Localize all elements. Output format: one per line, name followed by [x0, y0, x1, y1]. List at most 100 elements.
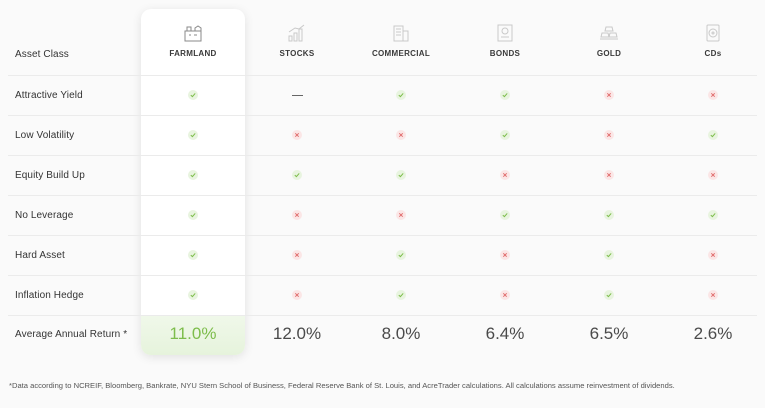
- x-icon: [292, 290, 302, 300]
- x-icon: [604, 130, 614, 140]
- return-stocks: 12.0%: [272, 324, 322, 343]
- feature-cell: [141, 130, 245, 140]
- average-annual-return-label: Average Annual Return *: [15, 329, 128, 340]
- feature-cell: [661, 290, 765, 300]
- check-icon: [604, 250, 614, 260]
- feature-label: No Leverage: [15, 210, 74, 221]
- x-icon: [292, 210, 302, 220]
- col-header-cds: CDs: [704, 49, 722, 58]
- neutral-dash-icon: [291, 94, 303, 96]
- x-icon: [396, 130, 406, 140]
- check-icon: [500, 90, 510, 100]
- check-icon: [396, 250, 406, 260]
- feature-cell: [349, 90, 453, 100]
- feature-cell: [661, 210, 765, 220]
- feature-cell: [661, 90, 765, 100]
- x-icon: [396, 210, 406, 220]
- feature-cell: [453, 170, 557, 180]
- feature-cell: [557, 170, 661, 180]
- feature-cell: [245, 210, 349, 220]
- feature-cell: [453, 290, 557, 300]
- farmland-highlight-card: [141, 9, 245, 355]
- check-icon: [500, 130, 510, 140]
- feature-cell: [141, 210, 245, 220]
- check-icon: [604, 210, 614, 220]
- feature-label: Low Volatility: [15, 130, 75, 141]
- feature-cell: [349, 210, 453, 220]
- check-icon: [604, 290, 614, 300]
- col-header-commercial: COMMERCIAL: [371, 49, 431, 58]
- feature-cell: [245, 250, 349, 260]
- check-icon: [396, 90, 406, 100]
- row-divider: [8, 235, 757, 236]
- row-divider: [8, 75, 757, 76]
- feature-label: Inflation Hedge: [15, 290, 84, 301]
- check-icon: [396, 170, 406, 180]
- farmland-icon: [141, 23, 245, 43]
- row-divider: [8, 275, 757, 276]
- feature-cell: [661, 170, 765, 180]
- return-cds: 2.6%: [693, 324, 733, 343]
- feature-cell: [141, 250, 245, 260]
- check-icon: [708, 130, 718, 140]
- col-header-bonds: BONDS: [489, 49, 521, 58]
- feature-cell: [141, 170, 245, 180]
- check-icon: [188, 130, 198, 140]
- x-icon: [500, 250, 510, 260]
- x-icon: [604, 170, 614, 180]
- x-icon: [708, 170, 718, 180]
- feature-cell: [557, 250, 661, 260]
- return-farmland: 11.0%: [169, 324, 217, 343]
- x-icon: [604, 90, 614, 100]
- feature-cell: [557, 290, 661, 300]
- row-divider: [8, 195, 757, 196]
- feature-cell: [661, 130, 765, 140]
- feature-cell: [557, 130, 661, 140]
- feature-cell: [245, 90, 349, 100]
- feature-cell: [453, 210, 557, 220]
- feature-cell: [557, 90, 661, 100]
- feature-cell: [349, 170, 453, 180]
- check-icon: [188, 250, 198, 260]
- check-icon: [188, 290, 198, 300]
- feature-cell: [245, 290, 349, 300]
- feature-label: Hard Asset: [15, 250, 65, 261]
- x-icon: [292, 130, 302, 140]
- row-divider: [8, 315, 757, 316]
- row-divider: [8, 115, 757, 116]
- feature-cell: [453, 90, 557, 100]
- check-icon: [188, 90, 198, 100]
- feature-cell: [141, 90, 245, 100]
- farmland-return-tint: [141, 315, 245, 355]
- feature-cell: [245, 130, 349, 140]
- cd-icon: [661, 23, 765, 43]
- col-header-stocks: STOCKS: [279, 49, 315, 58]
- bond-certificate-icon: [453, 23, 557, 43]
- col-header-farmland: FARMLAND: [169, 49, 217, 58]
- feature-label: Attractive Yield: [15, 90, 83, 101]
- check-icon: [396, 290, 406, 300]
- row-divider: [8, 155, 757, 156]
- return-gold: 6.5%: [589, 324, 629, 343]
- feature-cell: [349, 130, 453, 140]
- feature-label: Equity Build Up: [15, 170, 85, 181]
- gold-bars-icon: [557, 23, 661, 43]
- x-icon: [708, 250, 718, 260]
- stocks-icon: [245, 23, 349, 43]
- x-icon: [292, 250, 302, 260]
- x-icon: [708, 290, 718, 300]
- feature-cell: [349, 290, 453, 300]
- x-icon: [500, 170, 510, 180]
- col-header-gold: GOLD: [596, 49, 622, 58]
- return-bonds: 6.4%: [485, 324, 525, 343]
- feature-cell: [453, 250, 557, 260]
- feature-cell: [141, 290, 245, 300]
- x-icon: [708, 90, 718, 100]
- asset-class-label: Asset Class: [15, 49, 69, 60]
- commercial-building-icon: [349, 23, 453, 43]
- feature-cell: [453, 130, 557, 140]
- feature-cell: [245, 170, 349, 180]
- check-icon: [708, 210, 718, 220]
- feature-cell: [557, 210, 661, 220]
